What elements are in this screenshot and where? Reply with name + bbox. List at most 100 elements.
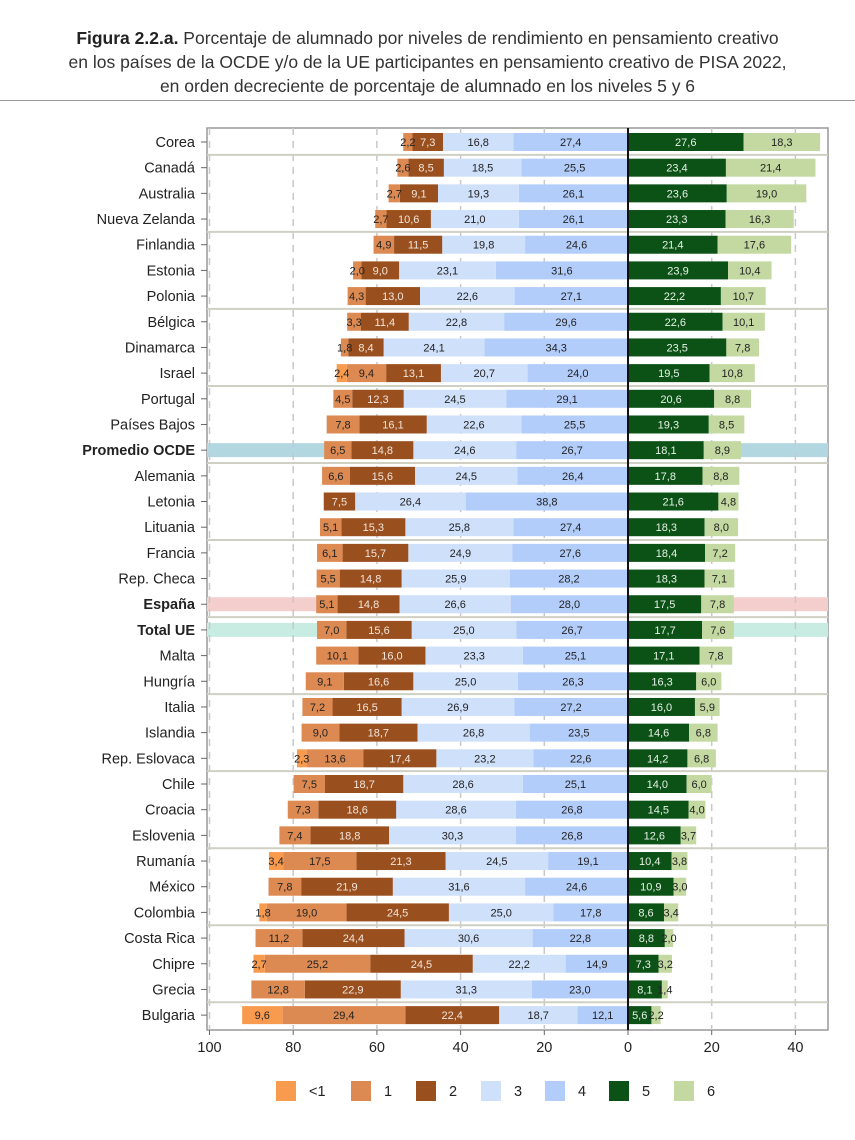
data-label: 19,3 xyxy=(468,188,489,200)
bar-segment-level-1 xyxy=(283,852,357,871)
data-label: 9,1 xyxy=(317,676,332,688)
legend-item-2: 2 xyxy=(416,1081,457,1101)
category-label: España xyxy=(143,597,196,613)
data-label: 17,7 xyxy=(654,625,675,637)
bar-segment-level-2 xyxy=(301,877,393,896)
bar-segment-level-4 xyxy=(525,877,628,896)
data-label: 13,1 xyxy=(403,368,424,380)
data-label: 25,8 xyxy=(449,522,470,534)
bar-segment-level-4 xyxy=(514,697,628,716)
data-label: 7,4 xyxy=(287,830,302,842)
bar-segment-level-1 xyxy=(373,235,395,254)
bar-row-eslovenia: 26,8 30,3 18,8 7,4 12,6 3,7 xyxy=(279,826,697,845)
bar-segment-level-3 xyxy=(426,415,522,434)
data-label: 22,6 xyxy=(463,419,484,431)
bar-segment-level-4 xyxy=(517,466,628,485)
bar-segment-level-1 xyxy=(251,980,305,999)
bar-segment-level-6 xyxy=(689,723,718,742)
bar-row-total-ue: 26,7 25,0 15,6 7,0 17,7 7,6 xyxy=(317,620,734,639)
bar-segment-level-2 xyxy=(349,466,415,485)
data-label: 23,4 xyxy=(666,163,687,175)
data-label: 27,6 xyxy=(675,137,696,149)
data-label: 4,3 xyxy=(349,291,364,303)
bar-segment-level-6 xyxy=(726,338,759,357)
bar-segment-level-1 xyxy=(347,287,366,306)
x-tick-label: 100 xyxy=(197,1040,221,1056)
legend-swatch xyxy=(674,1081,694,1101)
data-label: 25,5 xyxy=(564,163,585,175)
data-label: 30,6 xyxy=(458,933,479,945)
legend-label: 2 xyxy=(449,1084,457,1100)
bar-segment-level-3 xyxy=(389,826,516,845)
data-label: 8,5 xyxy=(418,163,433,175)
bar-segment-level-4 xyxy=(518,184,628,203)
data-label: 1,8 xyxy=(337,342,352,354)
bar-segment-level-3 xyxy=(392,877,526,896)
data-label: 2,4 xyxy=(334,368,349,380)
bar-segment-level-1 xyxy=(322,466,350,485)
data-label: 7,8 xyxy=(335,419,350,431)
bar-segment-level-1 xyxy=(293,775,326,793)
bar-row-méxico: 24,6 31,6 21,9 7,8 10,9 3,0 xyxy=(268,877,688,896)
bar-segment-level-1 xyxy=(353,261,362,280)
bar-row-chipre: 14,9 22,2 24,5 25,2 2,7 7,3 3,2 xyxy=(251,954,673,973)
bar-row-países-bajos: 25,5 22,6 16,1 7,8 19,3 8,5 xyxy=(326,415,745,434)
data-label: 18,7 xyxy=(368,728,389,740)
data-label: 27,4 xyxy=(560,522,581,534)
bar-segment-level-4 xyxy=(495,261,628,280)
data-label: 23,2 xyxy=(474,753,495,765)
data-label: 26,1 xyxy=(563,214,584,226)
bar-segment-level-<1 xyxy=(253,954,265,973)
data-label: 24,4 xyxy=(343,933,364,945)
data-label: 6,0 xyxy=(691,779,706,791)
bar-segment-level-5 xyxy=(628,826,681,845)
data-label: 31,3 xyxy=(456,984,477,996)
bar-segment-level-<1 xyxy=(268,852,284,871)
data-label: 8,9 xyxy=(715,445,730,457)
legend-label: 5 xyxy=(642,1084,650,1100)
legend-label: 1 xyxy=(384,1084,392,1100)
data-label: 7,3 xyxy=(420,137,435,149)
data-label: 2,0 xyxy=(661,933,676,945)
bar-segment-level-1 xyxy=(302,697,333,716)
bar-row-rep-eslovaca: 22,6 23,2 17,4 13,6 2,3 14,2 6,8 xyxy=(294,749,716,768)
bar-segment-level-1 xyxy=(279,826,311,845)
data-label: 26,8 xyxy=(561,805,582,817)
bar-row-israel: 24,0 20,7 13,1 9,4 2,4 19,5 10,8 xyxy=(334,364,755,383)
data-label: 22,9 xyxy=(342,984,363,996)
bar-segment-level-3 xyxy=(401,569,510,588)
category-label: Nueva Zelanda xyxy=(97,212,196,228)
data-label: 27,2 xyxy=(560,702,581,714)
data-label: 25,1 xyxy=(565,651,586,663)
legend-item-3: 3 xyxy=(481,1081,522,1101)
x-tick-label: 60 xyxy=(369,1040,385,1056)
bar-segment-level-5 xyxy=(628,852,672,871)
data-label: 8,8 xyxy=(725,394,740,406)
data-label: 12,1 xyxy=(592,1010,613,1022)
data-label: 13,6 xyxy=(324,753,345,765)
bar-segment-level-3 xyxy=(411,620,517,639)
bar-segment-level-3 xyxy=(443,133,514,151)
bar-row-bélgica: 29,6 22,8 11,4 3,3 22,6 10,1 xyxy=(346,312,765,331)
bar-segment-level-2 xyxy=(332,697,402,716)
data-label: 14,2 xyxy=(647,753,668,765)
data-label: 28,2 xyxy=(558,574,579,586)
bar-segment-level-1 xyxy=(316,646,359,665)
category-label: Canadá xyxy=(144,161,196,177)
data-label: 18,5 xyxy=(472,163,493,175)
bar-segment-level-3 xyxy=(438,184,519,203)
bar-segment-level-<1 xyxy=(259,903,267,922)
category-label: Letonia xyxy=(147,495,196,511)
data-label: 24,5 xyxy=(456,471,477,483)
bar-segment-level-3 xyxy=(403,389,507,408)
bar-segment-level-6 xyxy=(708,415,745,434)
bar-segment-level-4 xyxy=(513,133,628,151)
data-label: 4,0 xyxy=(689,805,704,817)
data-label: 21,4 xyxy=(662,240,683,252)
data-label: 24,5 xyxy=(411,959,432,971)
data-label: 17,5 xyxy=(654,599,675,611)
x-tick-label: 40 xyxy=(453,1040,469,1056)
data-label: 6,5 xyxy=(330,445,345,457)
category-label: Portugal xyxy=(141,392,195,408)
bar-row-islandia: 23,5 26,8 18,7 9,0 14,6 6,8 xyxy=(301,723,718,742)
